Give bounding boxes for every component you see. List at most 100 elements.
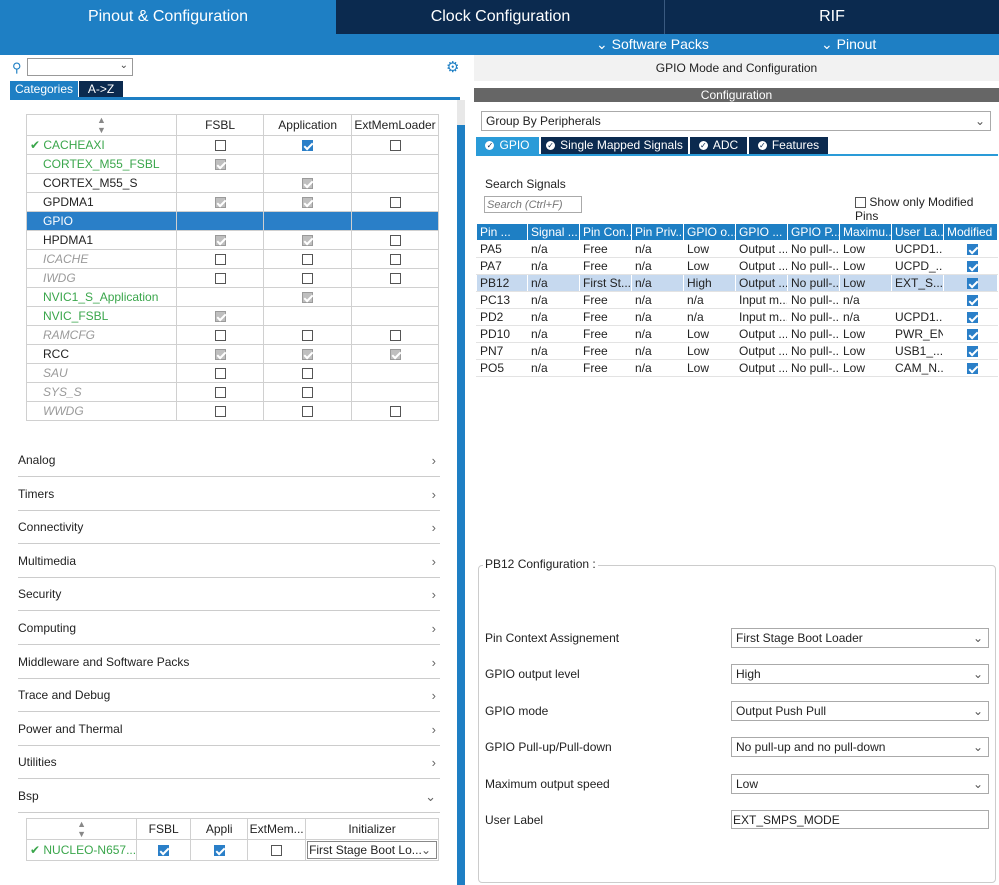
a-z-tab[interactable]: A->Z (79, 81, 123, 97)
config-select[interactable]: Output Push Pull ⌄ (731, 700, 989, 721)
category-connectivity[interactable]: Connectivity › (18, 511, 440, 545)
fsbl-checkbox[interactable] (214, 368, 226, 380)
modified-checkbox[interactable] (966, 346, 978, 358)
peripheral-name-cell[interactable]: SAU (26, 363, 177, 383)
peripheral-row[interactable]: SAU (26, 363, 439, 383)
fsbl-checkbox[interactable] (214, 349, 226, 361)
gpio-row[interactable]: PA7 n/a Free n/a Low Output ... No pull-... Low… (476, 257, 998, 275)
bsp-row-name[interactable]: ✔ NUCLEO-N657... (25, 839, 138, 861)
peripheral-name-cell[interactable]: GPDMA1 (26, 192, 177, 212)
category-trace-and-debug[interactable]: Trace and Debug › (18, 679, 440, 713)
modified-checkbox[interactable] (966, 329, 978, 341)
category-computing[interactable]: Computing › (18, 612, 440, 645)
bsp-fsbl-checkbox[interactable] (158, 845, 170, 857)
app-checkbox[interactable] (302, 368, 314, 380)
fsbl-checkbox[interactable] (214, 140, 226, 152)
gpio-row[interactable]: PO5 n/a Free n/a Low Output ... No pull-... Low… (476, 359, 998, 377)
software-packs-menu[interactable]: ⌄ Software Packs (596, 34, 709, 55)
tab-rif[interactable]: RIF (819, 8, 845, 25)
group-by-select[interactable]: Group By Peripherals ⌄ (481, 111, 991, 131)
category-security[interactable]: Security › (18, 578, 440, 612)
ext-checkbox[interactable] (389, 140, 401, 152)
gpio-row[interactable]: PB12 n/a First St... n/a High Output ... No pu… (476, 274, 998, 292)
fsbl-checkbox[interactable] (214, 330, 226, 342)
tab-gpio[interactable]: ✓ GPIO (476, 137, 539, 154)
category-multimedia[interactable]: Multimedia › (18, 545, 440, 578)
peripheral-row[interactable]: NVIC_FSBL (26, 306, 439, 326)
gpio-col-header[interactable]: GPIO o... (683, 223, 736, 241)
config-select[interactable]: First Stage Boot Loader ⌄ (731, 628, 989, 648)
peripheral-name-cell[interactable]: SYS_S (26, 382, 177, 402)
peripheral-row[interactable]: RAMCFG (26, 325, 439, 345)
fsbl-checkbox[interactable] (214, 159, 226, 171)
user-label-input[interactable] (731, 810, 989, 829)
peripheral-name-cell[interactable]: GPIO (26, 211, 177, 231)
gear-icon[interactable]: ⚙ (446, 59, 460, 76)
ext-checkbox[interactable] (389, 349, 401, 361)
tab-clock-configuration[interactable]: Clock Configuration (430, 8, 571, 25)
app-checkbox[interactable] (302, 140, 314, 152)
peripheral-name-cell[interactable]: NVIC1_S_Application (26, 287, 177, 307)
config-select[interactable]: Low ⌄ (731, 773, 989, 794)
peripheral-name-cell[interactable]: NVIC_FSBL (26, 306, 177, 326)
modified-checkbox[interactable] (966, 295, 978, 307)
peripheral-row[interactable]: GPIO (26, 211, 439, 231)
peripheral-name-cell[interactable]: CORTEX_M55_S (26, 173, 177, 193)
peripheral-name-cell[interactable]: WWDG (26, 401, 177, 421)
gpio-col-header[interactable]: Pin Con... (579, 223, 632, 241)
sort-icon[interactable]: ▲ ▼ (25, 818, 138, 840)
modified-checkbox[interactable] (966, 261, 978, 273)
show-modified-toggle[interactable]: Show only Modified Pins (855, 195, 999, 223)
app-checkbox[interactable] (302, 292, 314, 304)
peripheral-row[interactable]: HPDMA1 (26, 230, 439, 250)
peripheral-name-cell[interactable]: ✔ CACHEAXI (26, 135, 177, 155)
gpio-col-header[interactable]: Pin Priv... (631, 223, 684, 241)
ext-checkbox[interactable] (389, 235, 401, 247)
gpio-row[interactable]: PN7 n/a Free n/a Low Output ... No pull-... Low… (476, 342, 998, 360)
ext-checkbox[interactable] (389, 254, 401, 266)
peripheral-row[interactable]: NVIC1_S_Application (26, 287, 439, 307)
peripheral-name-cell[interactable]: IWDG (26, 268, 177, 288)
peripheral-name-cell[interactable]: ICACHE (26, 249, 177, 269)
app-checkbox[interactable] (302, 197, 314, 209)
config-select[interactable]: No pull-up and no pull-down ⌄ (731, 737, 989, 758)
peripheral-row[interactable]: CORTEX_M55_FSBL (26, 154, 439, 174)
app-checkbox[interactable] (302, 330, 314, 342)
scrollbar-thumb[interactable] (457, 125, 465, 885)
sort-icon[interactable]: ▲ ▼ (26, 114, 177, 136)
peripheral-name-cell[interactable]: HPDMA1 (26, 230, 177, 250)
peripheral-row[interactable]: GPDMA1 (26, 192, 439, 212)
tab-features[interactable]: ✓ Features (749, 137, 828, 154)
gpio-col-header[interactable]: Maximu... (839, 223, 892, 241)
search-icon[interactable]: ⚲ (12, 60, 22, 75)
app-checkbox[interactable] (302, 178, 314, 190)
peripheral-row[interactable]: WWDG (26, 401, 439, 421)
bsp-extmem-checkbox[interactable] (271, 845, 283, 857)
peripheral-name-cell[interactable]: RCC (26, 344, 177, 364)
tab-single-mapped-signals[interactable]: ✓ Single Mapped Signals (541, 137, 688, 154)
fsbl-checkbox[interactable] (214, 406, 226, 418)
peripheral-row[interactable]: RCC (26, 344, 439, 364)
modified-checkbox[interactable] (966, 363, 978, 375)
modified-checkbox[interactable] (966, 312, 978, 324)
ext-checkbox[interactable] (389, 197, 401, 209)
category-utilities[interactable]: Utilities › (18, 746, 440, 780)
peripheral-row[interactable]: CORTEX_M55_S (26, 173, 439, 193)
gpio-row[interactable]: PC13 n/a Free n/a n/a Input m... No pull-... n/… (476, 291, 998, 309)
fsbl-checkbox[interactable] (214, 311, 226, 323)
gpio-col-header[interactable]: GPIO ... (735, 223, 788, 241)
app-checkbox[interactable] (302, 349, 314, 361)
peripheral-row[interactable]: ICACHE (26, 249, 439, 269)
app-checkbox[interactable] (302, 406, 314, 418)
ext-checkbox[interactable] (389, 330, 401, 342)
peripheral-name-cell[interactable]: CORTEX_M55_FSBL (26, 154, 177, 174)
category-analog[interactable]: Analog › (18, 444, 440, 477)
app-checkbox[interactable] (302, 254, 314, 266)
peripheral-row[interactable]: IWDG (26, 268, 439, 288)
category-timers[interactable]: Timers › (18, 478, 440, 511)
peripheral-name-cell[interactable]: RAMCFG (26, 325, 177, 345)
modified-checkbox[interactable] (966, 278, 978, 290)
gpio-row[interactable]: PD10 n/a Free n/a Low Output ... No pull-... Lo… (476, 325, 998, 343)
gpio-col-header[interactable]: Pin ... (476, 223, 528, 241)
peripheral-row[interactable]: ✔ CACHEAXI (26, 135, 439, 155)
